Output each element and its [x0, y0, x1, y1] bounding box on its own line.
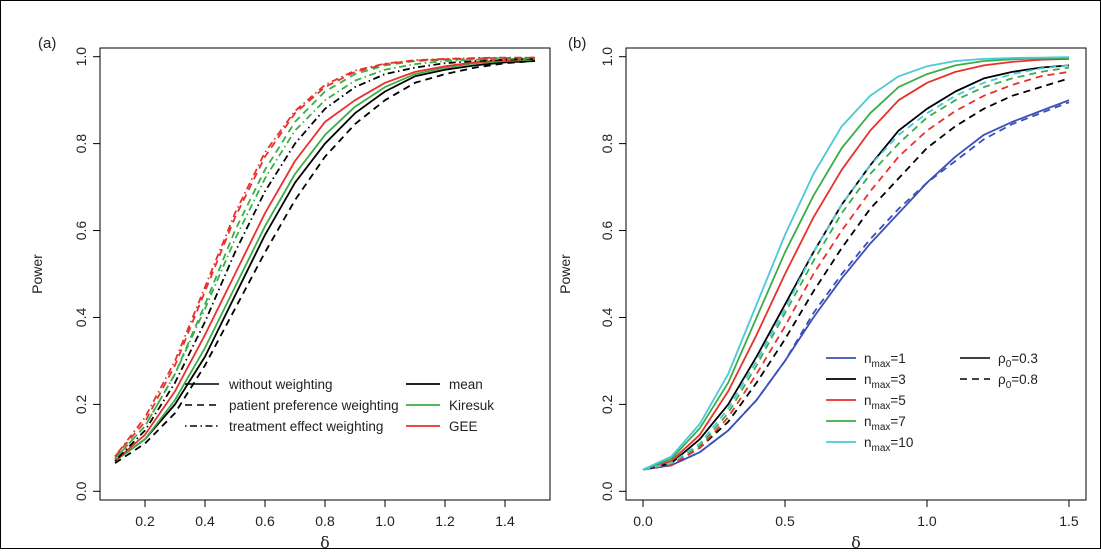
legend-subscript: max	[872, 422, 891, 433]
y-tick-label: 0.6	[73, 221, 89, 241]
y-tick-label: 0.6	[599, 221, 615, 241]
panel-b-legend: nmax=1nmax=3nmax=5nmax=7nmax=10ρ0=0.3ρ0=…	[826, 351, 1038, 454]
series-line	[114, 60, 536, 462]
panel-b: (b) Power δ 0.0 0.5 1.0 1.5 0.0 0.2 0.4 0.6 0.8…	[557, 35, 1087, 552]
series-line	[642, 58, 1070, 471]
y-tick-label: 0.0	[599, 481, 615, 501]
panel-a: (a) Power δ 0.2 0.4 0.6 0.8 1.0 1.2 1.4 0.0 0.2…	[29, 35, 551, 552]
legend-symbol: n	[864, 435, 872, 450]
legend-value: =1	[890, 351, 905, 366]
y-tick-label: 0.2	[599, 394, 615, 414]
y-tick-label: 1.0	[599, 47, 615, 67]
legend-entry-label: nmax=10	[864, 435, 913, 454]
panel-b-plot-box	[625, 47, 1087, 501]
y-tick-label: 0.8	[599, 134, 615, 154]
x-tick-label: 0.4	[195, 513, 215, 529]
x-tick-label: 0.6	[255, 513, 275, 529]
legend-symbol: n	[864, 414, 872, 429]
series-line	[114, 56, 536, 458]
series-line	[642, 64, 1070, 471]
legend-value: =3	[890, 372, 905, 387]
x-tick-label: 1.5	[1059, 513, 1079, 529]
series-line	[114, 57, 536, 460]
legend-symbol: n	[864, 372, 872, 387]
panel-b-series	[642, 56, 1070, 471]
legend-subscript: max	[872, 380, 891, 391]
series-line	[642, 99, 1070, 471]
legend-symbol: ρ	[998, 351, 1006, 366]
legend-value: =0.3	[1011, 351, 1038, 366]
series-line	[114, 56, 535, 458]
legend-entry-label: ρ0=0.3	[998, 351, 1038, 370]
series-line	[642, 56, 1070, 471]
series-line	[642, 66, 1070, 471]
y-tick-label: 0.8	[73, 134, 89, 154]
legend-entry-label: nmax=1	[864, 351, 906, 370]
series-line	[642, 101, 1070, 471]
panel-b-x-ticks: 0.0 0.5 1.0 1.5	[633, 500, 1079, 529]
legend-method-label: GEE	[449, 419, 478, 434]
legend-method-label: mean	[449, 377, 483, 392]
legend-symbol: n	[864, 351, 872, 366]
series-line	[114, 58, 536, 462]
panel-a-legend: without weighting patient preference weig…	[185, 377, 494, 434]
legend-value: =5	[890, 393, 905, 408]
x-tick-label: 1.0	[375, 513, 395, 529]
x-tick-label: 1.4	[495, 513, 515, 529]
legend-subscript: max	[872, 443, 891, 454]
x-tick-label: 0.0	[633, 513, 653, 529]
panel-b-x-axis-label: δ	[851, 533, 861, 549]
panel-b-label: (b)	[568, 35, 586, 52]
legend-entry-label: nmax=7	[864, 414, 906, 433]
panel-a-x-ticks: 0.2 0.4 0.6 0.8 1.0 1.2 1.4	[135, 500, 515, 529]
panel-a-y-ticks: 0.0 0.2 0.4 0.6 0.8 1.0	[73, 47, 100, 501]
legend-value: =0.8	[1011, 372, 1038, 387]
x-tick-label: 0.2	[135, 513, 155, 529]
y-tick-label: 0.4	[599, 308, 615, 328]
x-tick-label: 1.2	[435, 513, 455, 529]
legend-weighting-label: treatment effect weighting	[229, 419, 383, 434]
y-tick-label: 0.4	[73, 308, 89, 328]
legend-method-label: Kiresuk	[449, 398, 494, 413]
legend-subscript: max	[872, 359, 891, 370]
legend-symbol: n	[864, 393, 872, 408]
legend-entry-label: nmax=3	[864, 372, 906, 391]
series-line	[114, 60, 536, 464]
legend-subscript: 0	[1006, 380, 1012, 391]
legend-symbol: ρ	[998, 372, 1006, 387]
panel-a-y-axis-label: Power	[29, 254, 45, 294]
panel-b-y-ticks: 0.0 0.2 0.4 0.6 0.8 1.0	[599, 47, 626, 501]
x-tick-label: 0.5	[775, 513, 795, 529]
series-line	[114, 58, 536, 462]
panel-a-label: (a)	[38, 35, 56, 52]
legend-subscript: max	[872, 401, 891, 412]
panel-a-x-axis-label: δ	[320, 533, 330, 549]
series-line	[114, 57, 536, 460]
series-line	[114, 58, 536, 462]
y-tick-label: 0.0	[73, 481, 89, 501]
legend-entry-label: nmax=5	[864, 393, 906, 412]
panel-a-series	[114, 56, 536, 464]
legend-value: =7	[890, 414, 905, 429]
panel-b-y-axis-label: Power	[557, 254, 573, 294]
y-tick-label: 0.2	[73, 394, 89, 414]
legend-subscript: 0	[1006, 359, 1012, 370]
series-line	[642, 57, 1070, 471]
y-tick-label: 1.0	[73, 47, 89, 67]
x-tick-label: 0.8	[315, 513, 335, 529]
legend-entry-label: ρ0=0.8	[998, 372, 1038, 391]
legend-weighting-label: without weighting	[228, 377, 333, 392]
x-tick-label: 1.0	[917, 513, 937, 529]
legend-value: =10	[890, 435, 913, 450]
legend-weighting-label: patient preference weighting	[229, 398, 399, 413]
